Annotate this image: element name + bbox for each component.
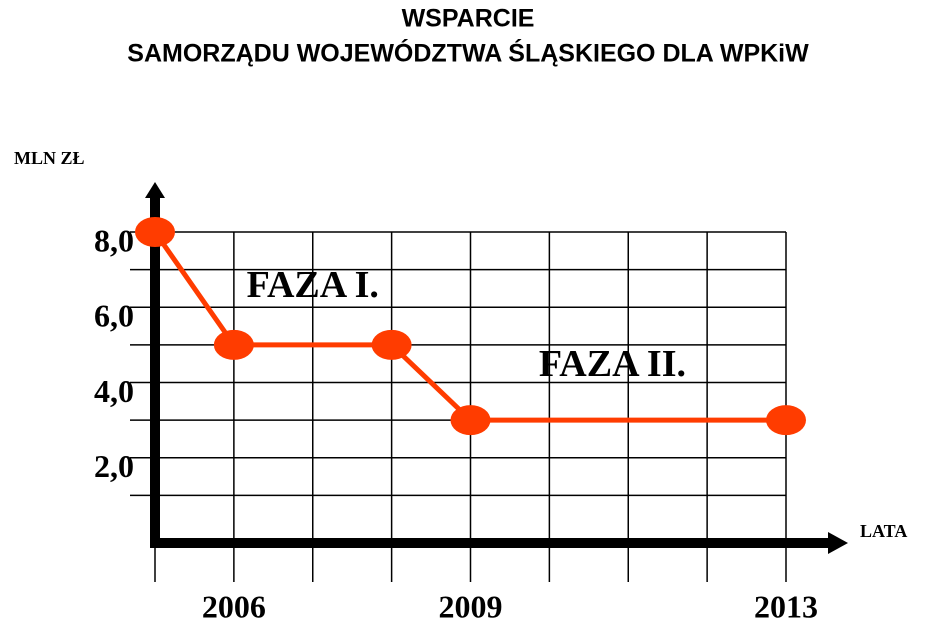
axes <box>145 182 848 554</box>
x-axis <box>150 538 832 548</box>
y-tick-label: 4,0 <box>94 373 134 409</box>
marker <box>135 217 175 247</box>
plot <box>135 217 806 436</box>
annotation: FAZA I. <box>247 264 379 306</box>
annotation: FAZA II. <box>539 343 686 385</box>
y-tick-label: 2,0 <box>94 448 134 484</box>
x-axis-label: LATA <box>860 521 907 541</box>
x-tick-label: 2013 <box>754 588 818 624</box>
y-tick-label: 8,0 <box>94 222 134 258</box>
marker <box>766 405 806 436</box>
x-tick-label: 2006 <box>202 588 266 624</box>
marker <box>213 329 254 360</box>
y-tick-label: 6,0 <box>94 298 134 334</box>
chart-title: SAMORZĄDU WOJEWÓDZTWA ŚLĄSKIEGO DLA WPKi… <box>127 38 809 68</box>
marker <box>450 405 491 436</box>
y-axis-label: MLN ZŁ <box>14 148 85 168</box>
x-axis-arrow <box>828 532 848 554</box>
y-axis <box>150 195 160 548</box>
marker <box>371 329 412 360</box>
x-tick-label: 2009 <box>439 588 503 624</box>
y-axis-arrow <box>145 182 165 198</box>
chart-title: WSPARCIE <box>402 5 535 33</box>
